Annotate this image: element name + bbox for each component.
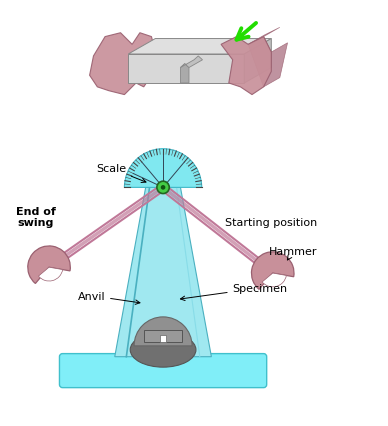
Wedge shape	[38, 268, 63, 281]
Text: Starting position: Starting position	[225, 218, 318, 227]
Text: Anvil: Anvil	[78, 291, 140, 305]
Polygon shape	[221, 37, 271, 95]
Circle shape	[161, 186, 165, 190]
Ellipse shape	[130, 333, 196, 367]
Circle shape	[157, 182, 169, 194]
Text: Specimen: Specimen	[180, 283, 288, 301]
Polygon shape	[128, 55, 244, 84]
Polygon shape	[115, 188, 211, 357]
Text: Hammer: Hammer	[269, 247, 318, 260]
Polygon shape	[248, 28, 288, 88]
Polygon shape	[90, 34, 155, 95]
Polygon shape	[128, 40, 271, 55]
Wedge shape	[262, 273, 286, 287]
Polygon shape	[147, 44, 171, 76]
Polygon shape	[144, 331, 182, 342]
Wedge shape	[134, 317, 192, 346]
Text: Scale: Scale	[96, 164, 146, 183]
Text: End of
swing: End of swing	[16, 206, 55, 227]
FancyBboxPatch shape	[59, 354, 267, 388]
Polygon shape	[180, 57, 203, 68]
Polygon shape	[244, 40, 271, 84]
Polygon shape	[180, 64, 189, 84]
Wedge shape	[125, 150, 202, 188]
Wedge shape	[251, 252, 294, 290]
Wedge shape	[28, 246, 70, 284]
Polygon shape	[160, 335, 166, 342]
